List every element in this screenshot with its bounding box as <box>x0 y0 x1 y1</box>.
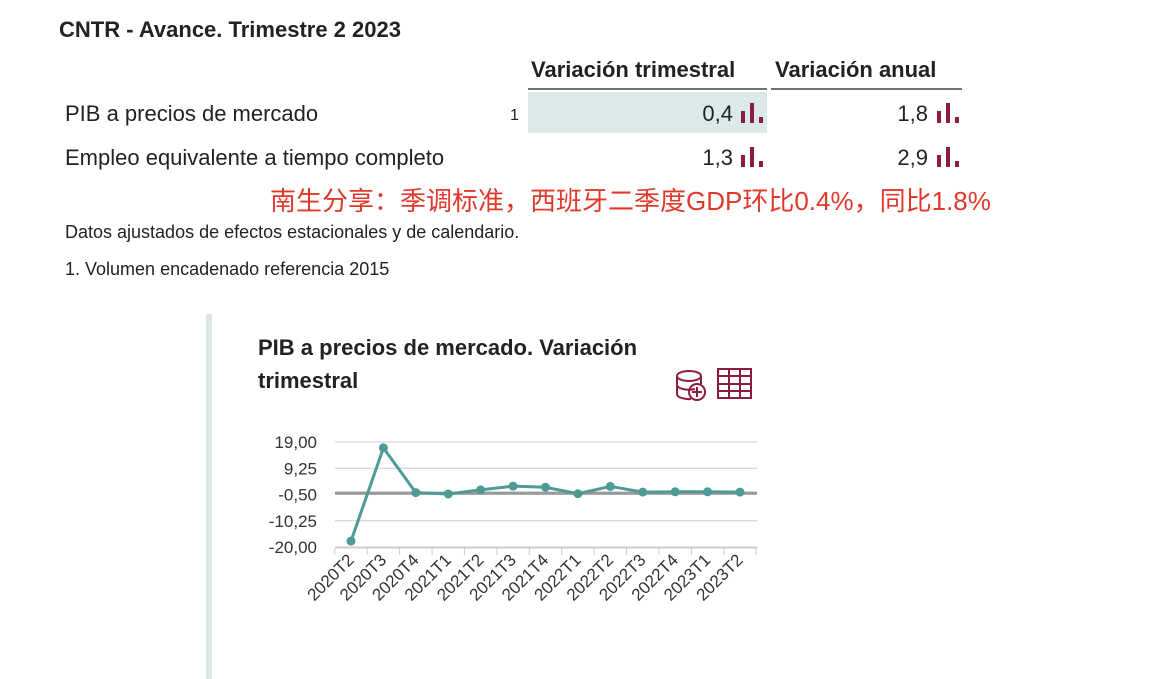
data-point <box>605 481 615 491</box>
cell-value: 1,8 <box>897 101 928 126</box>
chart-icon[interactable] <box>937 147 959 167</box>
chart-title: PIB a precios de mercado. Variación trime… <box>258 335 637 393</box>
data-point <box>703 487 713 497</box>
cell-value: 2,9 <box>897 145 928 170</box>
data-point <box>670 487 680 497</box>
annotation: 南生分享：季调标准，西班牙二季度GDP环比0.4%，同比1.8% <box>270 186 991 216</box>
y-tick-label: -0,50 <box>278 486 317 505</box>
data-point <box>573 489 583 499</box>
data-point <box>443 489 453 499</box>
data-point <box>378 443 388 453</box>
database-icon[interactable] <box>676 370 706 401</box>
note: 1. Volumen encadenado referencia 2015 <box>65 259 389 279</box>
panel-border <box>206 314 212 679</box>
row-label: Empleo equivalente a tiempo completo <box>65 145 444 170</box>
data-point <box>735 487 745 497</box>
chart-icon[interactable] <box>937 103 959 123</box>
page-title: CNTR - Avance. Trimestre 2 2023 <box>59 17 401 42</box>
data-point <box>476 485 486 495</box>
data-point <box>541 482 550 492</box>
y-tick-label: 9,25 <box>284 459 317 478</box>
data-point <box>411 488 421 498</box>
cell-value: 1,3 <box>702 145 733 170</box>
column-header: Variación trimestral <box>531 57 735 82</box>
y-tick-label: 19,00 <box>274 433 317 452</box>
y-tick-label: -20,00 <box>269 538 317 557</box>
highlight-cell <box>528 92 767 133</box>
chart-icon[interactable] <box>741 147 763 167</box>
column-header: Variación anual <box>775 57 936 82</box>
cell-value: 0,4 <box>702 101 733 126</box>
data-point <box>638 487 648 497</box>
data-point <box>346 536 356 546</box>
row-label: PIB a precios de mercado <box>65 101 318 126</box>
row-note: 1 <box>510 107 519 124</box>
y-tick-label: -10,25 <box>269 512 317 531</box>
table-icon[interactable] <box>717 368 752 399</box>
data-point <box>508 481 518 491</box>
note: Datos ajustados de efectos estacionales … <box>65 222 519 242</box>
